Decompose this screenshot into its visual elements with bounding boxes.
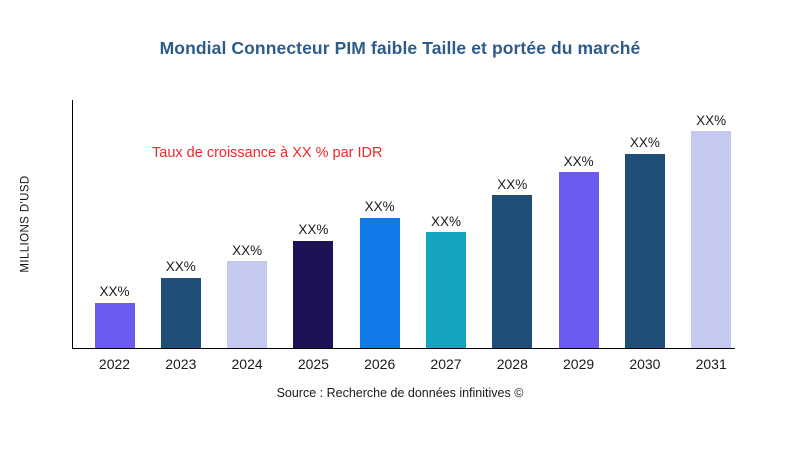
chart-title: Mondial Connecteur PIM faible Taille et … bbox=[159, 38, 641, 58]
bar-rect[interactable] bbox=[293, 240, 334, 348]
x-tick-2024: 2024 bbox=[231, 356, 263, 372]
bar-data-label: XX% bbox=[497, 176, 528, 192]
bar-2024[interactable]: XX% bbox=[215, 100, 280, 348]
bar-data-label: XX% bbox=[99, 284, 130, 300]
bar-2028[interactable]: XX% bbox=[480, 100, 545, 348]
bar-data-label: XX% bbox=[165, 259, 196, 275]
bar-data-label: XX% bbox=[563, 153, 594, 169]
bar-rect[interactable] bbox=[558, 172, 599, 348]
bar-2029[interactable]: XX% bbox=[546, 100, 611, 348]
bar-2031[interactable]: XX% bbox=[679, 100, 744, 348]
bar-rect[interactable] bbox=[624, 153, 665, 348]
x-tick-2027: 2027 bbox=[430, 356, 462, 372]
x-axis-line bbox=[72, 347, 735, 349]
bar-rect[interactable] bbox=[227, 261, 268, 348]
x-tick-2029: 2029 bbox=[563, 356, 595, 372]
bar-rect[interactable] bbox=[160, 277, 201, 348]
x-tick-2026: 2026 bbox=[364, 356, 396, 372]
y-axis-label: MILLIONS D'USD bbox=[20, 175, 33, 273]
bar-rect[interactable] bbox=[94, 302, 135, 348]
plot-area bbox=[72, 100, 735, 349]
bar-2023[interactable]: XX% bbox=[148, 100, 213, 348]
bar-data-label: XX% bbox=[232, 242, 263, 258]
y-axis-line bbox=[72, 100, 74, 349]
bar-data-label: XX% bbox=[364, 199, 395, 215]
bar-data-label: XX% bbox=[430, 213, 461, 229]
bar-series: XX% XX% XX% XX% XX% XX% XX% XX% XX% XX% bbox=[72, 100, 800, 349]
bar-rect[interactable] bbox=[492, 195, 533, 348]
bar-2026[interactable]: XX% bbox=[347, 100, 412, 348]
bar-rect[interactable] bbox=[691, 131, 732, 348]
x-tick-2025: 2025 bbox=[297, 356, 329, 372]
x-tick-2031: 2031 bbox=[695, 356, 727, 372]
x-tick-2028: 2028 bbox=[496, 356, 528, 372]
source-caption: Source : Recherche de données infinitive… bbox=[276, 386, 524, 400]
y-axis-label-container: MILLIONS D'USD bbox=[16, 100, 36, 348]
bar-2027[interactable]: XX% bbox=[414, 100, 479, 348]
bar-rect[interactable] bbox=[359, 217, 400, 348]
bar-data-label: XX% bbox=[629, 135, 660, 151]
x-tick-2022: 2022 bbox=[98, 356, 131, 372]
bar-2025[interactable]: XX% bbox=[281, 100, 346, 348]
bar-data-label: XX% bbox=[298, 222, 329, 238]
bar-2022[interactable]: XX% bbox=[82, 100, 147, 348]
bar-2030[interactable]: XX% bbox=[612, 100, 677, 348]
x-tick-2030: 2030 bbox=[629, 356, 661, 372]
growth-rate-annotation: Taux de croissance à XX % par IDR bbox=[152, 145, 383, 161]
x-tick-2023: 2023 bbox=[165, 356, 197, 372]
bar-data-label: XX% bbox=[696, 112, 727, 128]
x-axis-tick-labels: 2022 2023 2024 2025 2026 2027 2028 2029 2030 2031 bbox=[72, 354, 800, 376]
bar-rect[interactable] bbox=[426, 232, 466, 348]
